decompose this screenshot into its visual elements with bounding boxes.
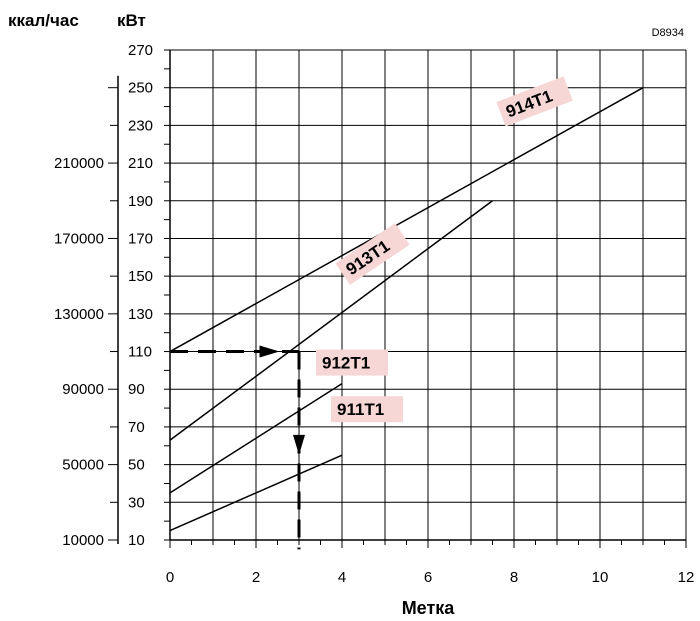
x-tick-label: 10 — [592, 569, 609, 586]
y-tick-label: 90 — [128, 381, 145, 398]
y-tick-label: 10 — [128, 532, 145, 549]
series-line — [169, 87, 644, 353]
y-tick-label: 70 — [128, 419, 145, 436]
series-label-group: 912T1 — [316, 349, 388, 376]
x-tick-label: 2 — [252, 569, 260, 586]
y-tick-label: 270 — [128, 42, 153, 59]
y-tick-label: 130 — [128, 306, 153, 323]
right-unit-label: кВт — [117, 11, 146, 30]
y-tick-label: 230 — [128, 117, 153, 134]
x-tick-label: 6 — [424, 569, 432, 586]
left-unit-label: ккал/час — [8, 11, 79, 30]
series-label-background — [331, 396, 403, 423]
x-tick-label: 12 — [678, 569, 695, 586]
series-lines — [169, 87, 644, 532]
series-line — [169, 382, 343, 494]
series-line — [169, 454, 343, 532]
series-label: 911T1 — [337, 400, 384, 419]
grid — [169, 49, 687, 541]
y2-tick-label: 50000 — [62, 457, 104, 474]
y2-tick-label: 130000 — [54, 306, 104, 323]
y-tick-label: 150 — [128, 268, 153, 285]
y2-tick-label: 90000 — [62, 381, 104, 398]
y-tick-label: 50 — [128, 457, 145, 474]
y-tick-label: 170 — [128, 230, 153, 247]
y2-tick-label: 10000 — [62, 532, 104, 549]
arrow-down-icon — [293, 434, 305, 455]
y2-tick-label: 170000 — [54, 230, 104, 247]
x-tick-label: 0 — [166, 569, 174, 586]
y-tick-label: 190 — [128, 193, 153, 210]
series-label-background — [496, 76, 573, 127]
y-tick-label: 250 — [128, 80, 153, 97]
series-label-group: 914T1 — [496, 76, 573, 127]
y2-tick-label: 210000 — [54, 155, 104, 172]
series-label: 912T1 — [322, 354, 370, 373]
y-tick-label: 210 — [128, 155, 153, 172]
y-tick-label: 30 — [128, 494, 145, 511]
series-label-background — [335, 223, 410, 285]
y-tick-label: 110 — [128, 344, 152, 361]
figure-code: D8934 — [652, 27, 684, 39]
series-label-group: 911T1 — [331, 396, 403, 423]
series-label-background — [316, 349, 388, 376]
x-tick-label: 4 — [338, 569, 346, 586]
arrow-right-icon — [259, 345, 280, 358]
x-axis-title: Метка — [402, 598, 456, 618]
series-line — [169, 200, 493, 441]
axis-ticks: 0 2 4 6 8 10 12 270 250 230 210 190 170 150 130 110 90 70… — [54, 42, 694, 586]
x-tick-label: 8 — [510, 569, 518, 586]
example-path — [170, 345, 305, 550]
